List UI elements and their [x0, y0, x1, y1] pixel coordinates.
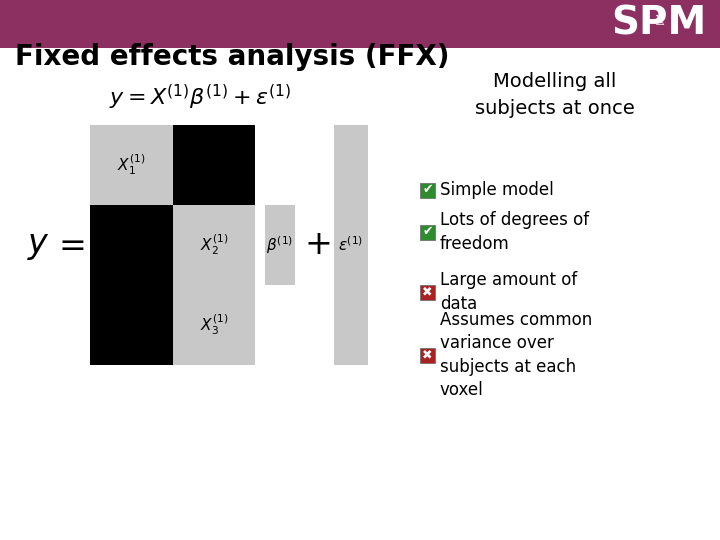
Text: $\varepsilon^{(1)}$: $\varepsilon^{(1)}$: [338, 235, 364, 254]
Text: $=$: $=$: [52, 228, 84, 261]
Bar: [420, 348, 435, 362]
Bar: [173, 205, 255, 285]
Text: Lots of degrees of
freedom: Lots of degrees of freedom: [440, 211, 589, 253]
Text: $X_2^{(1)}$: $X_2^{(1)}$: [199, 233, 228, 258]
Text: $\beta^{(1)}$: $\beta^{(1)}$: [266, 234, 294, 256]
Text: Large amount of
data: Large amount of data: [440, 271, 577, 313]
Text: ✔: ✔: [422, 184, 433, 197]
Bar: [173, 285, 255, 365]
Text: ✖: ✖: [422, 348, 433, 361]
Bar: [334, 125, 368, 365]
Bar: [90, 285, 173, 365]
Bar: [173, 125, 255, 205]
Text: Modelling all
subjects at once: Modelling all subjects at once: [475, 72, 635, 118]
Bar: [265, 205, 295, 285]
Bar: [90, 125, 173, 205]
Text: $+$: $+$: [304, 228, 330, 261]
Text: ✔: ✔: [422, 226, 433, 239]
Bar: [420, 225, 435, 240]
Text: $X_3^{(1)}$: $X_3^{(1)}$: [199, 313, 228, 338]
Text: Simple model: Simple model: [440, 181, 554, 199]
Text: $X_1^{(1)}$: $X_1^{(1)}$: [117, 153, 145, 178]
Text: Fixed effects analysis (FFX): Fixed effects analysis (FFX): [15, 43, 449, 71]
Bar: [0, 0, 720, 48]
Bar: [90, 205, 173, 285]
Text: SPM: SPM: [611, 5, 706, 43]
Text: ✖: ✖: [422, 286, 433, 299]
Text: Assumes common
variance over
subjects at each
voxel: Assumes common variance over subjects at…: [440, 310, 593, 400]
Bar: [420, 285, 435, 300]
Text: ♖: ♖: [654, 14, 666, 28]
Text: $y = X^{(1)}\beta^{(1)} + \varepsilon^{(1)}$: $y = X^{(1)}\beta^{(1)} + \varepsilon^{(…: [109, 83, 291, 112]
Bar: [420, 183, 435, 198]
Text: $y$: $y$: [27, 228, 50, 261]
